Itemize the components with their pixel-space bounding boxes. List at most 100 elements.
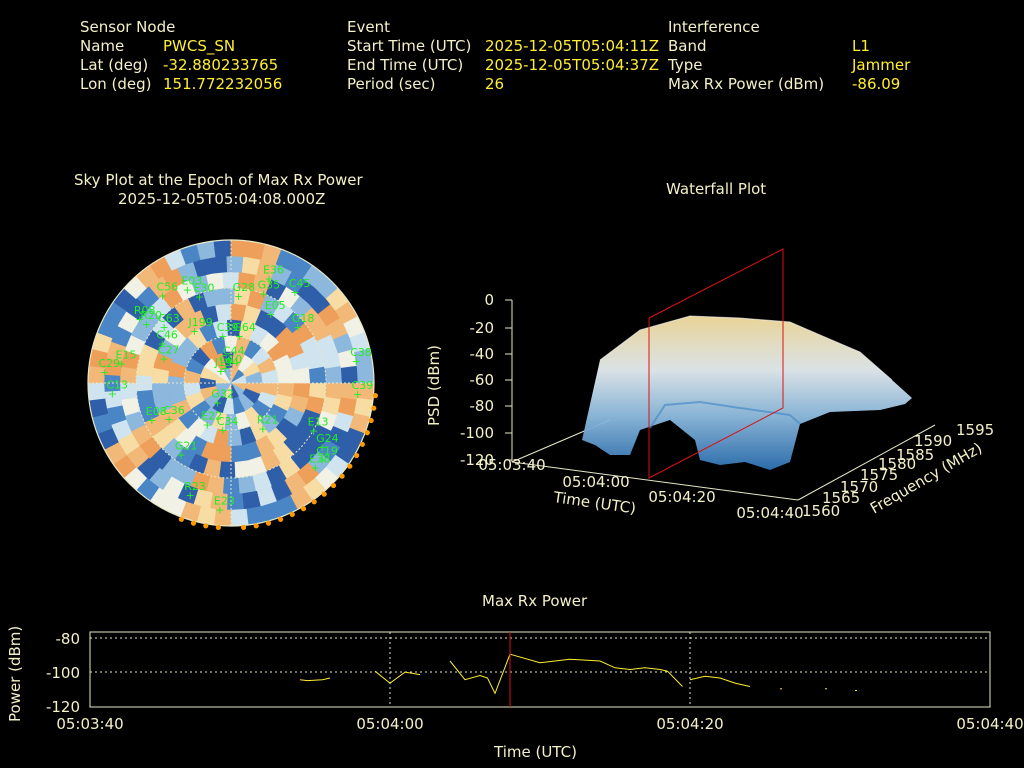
maxrx-frame [89, 631, 991, 708]
waterfall-z-tick: -60 [470, 371, 495, 389]
satellite-plus: + [108, 387, 117, 400]
skyplot-heatmap [88, 240, 374, 526]
skyplot-cell [230, 444, 247, 463]
satellite-marker: +C38 [350, 346, 372, 368]
satellite-plus: + [259, 287, 268, 300]
satellite-plus: + [183, 283, 192, 296]
interference-marker [339, 473, 345, 479]
satellite-marker: +G10 [220, 353, 243, 375]
skyplot-cell [213, 240, 232, 258]
satellite-label: G21 [175, 440, 198, 453]
satellite-plus: + [218, 330, 227, 343]
waterfall-z-tick: -80 [470, 397, 495, 415]
satellite-marker: +E30 [194, 281, 215, 303]
interference-marker [215, 524, 221, 531]
interference-maxrx-label: Max Rx Power (dBm) [668, 75, 825, 93]
waterfall-y-tick: 1595 [956, 421, 994, 439]
satellite-marker: +E13 [308, 416, 329, 438]
satellite-plus: + [158, 289, 167, 302]
sensor-lon-label: Lon (deg) [80, 75, 152, 93]
satellite-plus: + [190, 325, 199, 338]
waterfall-y-tick: 1565 [822, 489, 860, 507]
maxrx-x-tick: 05:04:20 [656, 715, 723, 733]
satellite-plus: + [159, 353, 168, 366]
satellite-label: C39 [217, 321, 239, 334]
satellite-label: G18 [292, 312, 315, 325]
satellite-marker: +E23 [214, 495, 235, 517]
maxrx-y-tick: -100 [46, 664, 80, 682]
skyplot-cell [308, 366, 327, 384]
satellite-label: C56 [157, 280, 179, 293]
interference-section-title: Interference [668, 18, 760, 36]
satellite-label: C29 [98, 357, 120, 370]
sensor-name-label: Name [80, 37, 125, 55]
satellite-label: G28 [233, 281, 256, 294]
interference-marker [289, 511, 295, 517]
skyplot-cell [88, 382, 106, 401]
sensor-lat-value: -32.880233765 [163, 56, 279, 74]
satellite-marker: +G24 [316, 432, 339, 454]
waterfall-axes [505, 299, 936, 501]
satellite-plus: + [158, 337, 167, 350]
satellite-label: J194 [214, 356, 239, 369]
maxrx-x-tick: 05:03:40 [56, 715, 123, 733]
waterfall-zlabel: PSD (dBm) [425, 345, 443, 426]
interference-marker [300, 506, 307, 512]
maxrx-x-tick: 05:04:40 [956, 715, 1023, 733]
satellite-marker: +J199 [188, 316, 213, 338]
satellite-plus: + [266, 308, 275, 321]
skyplot-cell [230, 508, 249, 526]
satellite-marker: +C56 [157, 280, 179, 302]
skyplot-cell [237, 475, 257, 495]
event-period-label: Period (sec) [347, 75, 436, 93]
satellite-marker: +E15 [116, 349, 137, 371]
satellite-label: E23 [214, 495, 235, 508]
interference-marker [265, 520, 272, 526]
waterfall-xlabel: Time (UTC) [551, 488, 637, 518]
satellite-label: C63 [158, 312, 180, 325]
interference-marker [178, 516, 184, 522]
satellite-plus: + [221, 362, 230, 375]
sensor-lon-value: 151.772232056 [163, 75, 283, 93]
satellite-label: E38 [309, 452, 330, 465]
satellite-marker: +R20 [140, 309, 162, 331]
satellite-marker: +E05 [265, 299, 286, 321]
satellite-label: C38 [350, 346, 372, 359]
satellite-marker: +C39 [352, 379, 374, 401]
satellite-label: E30 [194, 281, 215, 294]
satellite-marker: +G21 [175, 440, 198, 462]
interference-marker [330, 482, 337, 489]
event-start-value: 2025-12-05T05:04:11Z [485, 37, 659, 55]
satellite-label: G24 [316, 432, 339, 445]
maxrx-point [780, 688, 782, 690]
satellite-plus: + [224, 353, 233, 366]
satellite-marker: +C45 [289, 277, 311, 299]
maxrx-grid [90, 632, 990, 707]
waterfall-y-tick: 1570 [840, 478, 878, 496]
event-end-label: End Time (UTC) [347, 56, 464, 74]
satellite-label: C19 [316, 445, 338, 458]
satellite-plus: + [135, 313, 144, 326]
satellite-label: R21 [257, 414, 279, 427]
satellite-marker: +R08 [134, 304, 156, 326]
maxrx-xlabel: Time (UTC) [493, 743, 577, 761]
maxrx-point [855, 690, 857, 691]
satellite-plus: + [215, 504, 224, 517]
satellite-label: J199 [188, 316, 213, 329]
satellite-plus: + [213, 397, 222, 410]
satellite-marker: +C19 [316, 445, 338, 467]
waterfall-title: Waterfall Plot [666, 180, 767, 198]
satellite-plus: + [147, 414, 156, 427]
waterfall-y-tick: 1560 [802, 502, 840, 520]
satellite-label: E22 [201, 409, 222, 422]
satellite-plus: + [235, 330, 244, 343]
event-section-title: Event [347, 18, 390, 36]
satellite-marker: +C13 [106, 378, 128, 400]
satellite-label: E08 [146, 405, 167, 418]
interference-marker [354, 452, 360, 459]
interference-marker [364, 430, 370, 436]
satellite-label: E03 [181, 274, 202, 287]
skyplot-cell [209, 255, 228, 274]
satellite-marker: +C29 [98, 357, 120, 379]
